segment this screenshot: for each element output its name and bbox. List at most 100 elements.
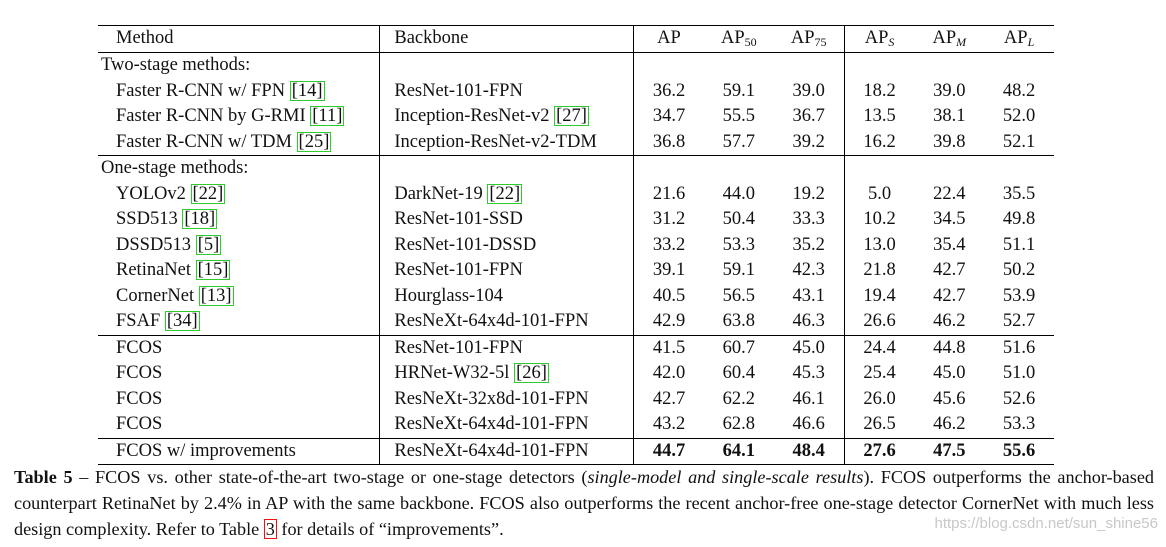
backbone-name: ResNet-101-SSD	[394, 209, 523, 229]
backbone-citation-link[interactable]: [27]	[554, 106, 589, 126]
backbone-cell: ResNet-101-FPN	[379, 334, 634, 361]
method-name: Faster R-CNN w/ FPN	[116, 80, 286, 101]
method-citation-link[interactable]: [14]	[289, 80, 325, 101]
table-cell-value: 33.3	[792, 209, 825, 229]
table-row: Faster R-CNN w/ TDM [25] Inception-ResNet…	[98, 129, 1054, 156]
table-cell-value: 57.7	[722, 131, 755, 152]
method-name: DSSD513	[116, 234, 192, 255]
method-citation-link[interactable]: [5]	[195, 234, 222, 255]
table-cell-value: 46.2	[933, 414, 966, 434]
group-header-row: Two-stage methods:	[98, 52, 1054, 79]
backbone-name: ResNet-101-FPN	[394, 80, 523, 101]
method-cell: Faster R-CNN by G-RMI [11]	[98, 104, 380, 130]
method-cell: CornerNet [13]	[98, 284, 380, 310]
method-name: FCOS	[116, 414, 163, 434]
table-cell-value: 13.5	[843, 104, 915, 130]
table-cell-value: 18.2	[843, 78, 915, 104]
backbone-cell: DarkNet-19 [22]	[379, 181, 634, 207]
backbone-citation-link[interactable]: [26]	[514, 363, 549, 383]
backbone-citation-link[interactable]: [22]	[487, 183, 523, 204]
method-citation-link[interactable]: [15]	[195, 260, 231, 280]
header-backbone: Backbone	[379, 25, 634, 53]
backbone-cell: ResNet-101-FPN	[379, 258, 634, 284]
table-cell-value: 35.2	[792, 234, 825, 255]
table-row: Faster R-CNN w/ FPN [14] ResNet-101-FPN 36…	[98, 78, 1054, 104]
table-cell-value: 42.9	[633, 309, 704, 335]
table-row: RetinaNet [15] ResNet-101-FPN 39.1 59.1 42.3…	[98, 258, 1054, 284]
table-cell-value: 35.5	[1002, 183, 1036, 204]
backbone-name: ResNeXt-64x4d-101-FPN	[394, 311, 589, 331]
table-cell-value: 34.5	[933, 209, 966, 229]
backbone-cell: ResNet-101-DSSD	[379, 232, 634, 258]
backbone-name: ResNeXt-32x8d-101-FPN	[394, 388, 589, 409]
table-row: FCOS HRNet-W32-5l [26] 42.0 60.4 45.3 25.4 45.…	[98, 361, 1054, 387]
table-cell-value: 10.2	[843, 207, 915, 233]
table-cell-value: 42.3	[792, 260, 825, 280]
header-aps: APS	[843, 25, 915, 53]
backbone-name: HRNet-W32-5l	[394, 363, 510, 383]
backbone-cell: ResNeXt-64x4d-101-FPN	[379, 309, 634, 335]
backbone-cell: ResNet-101-FPN	[379, 78, 634, 104]
backbone-name: ResNet-101-DSSD	[394, 234, 537, 255]
backbone-cell: ResNeXt-64x4d-101-FPN	[379, 412, 634, 438]
table-row: YOLOv2 [22] DarkNet-19 [22] 21.6 44.0 19.2 5.…	[98, 181, 1054, 207]
method-name: Faster R-CNN w/ TDM	[116, 131, 292, 152]
table-cell-value: 44.0	[722, 183, 755, 204]
table-cell-value: 51.1	[1002, 234, 1036, 255]
table-cell-value: 46.6	[792, 414, 825, 434]
empty-cell	[984, 155, 1054, 182]
table-cell-value: 64.1	[703, 437, 774, 465]
table-reference-link[interactable]: 3	[263, 519, 277, 539]
method-citation-link[interactable]: [18]	[182, 209, 218, 229]
table-row: FCOS ResNet-101-FPN 41.5 60.7 45.0 24.4 44.8 51…	[98, 334, 1054, 361]
table-cell-value: 5.0	[843, 181, 915, 207]
header-apl: APL	[984, 25, 1054, 53]
caption-text-2: ). FCOS outperforms the anchor-based cou…	[14, 467, 1154, 539]
table-cell-value: 45.0	[773, 334, 845, 361]
table-cell-value: 21.6	[633, 181, 704, 207]
method-citation-link[interactable]: [13]	[198, 285, 234, 306]
table-cell-value: 39.1	[633, 258, 704, 284]
table-cell-value: 26.5	[843, 412, 915, 438]
table-cell-value: 44.8	[914, 334, 985, 361]
empty-cell	[914, 155, 985, 182]
method-name: RetinaNet	[116, 260, 192, 280]
table-cell-value: 42.7	[633, 386, 704, 412]
method-citation-link[interactable]: [34]	[164, 311, 200, 331]
table-cell-value: 22.4	[933, 183, 966, 204]
table-cell-value: 35.4	[933, 234, 966, 255]
method-citation-link[interactable]: [22]	[190, 183, 226, 204]
backbone-name: Inception-ResNet-v2-TDM	[394, 131, 597, 152]
backbone-cell: ResNeXt-32x8d-101-FPN	[379, 386, 634, 412]
results-table-container: Method Backbone AP AP50 AP75 APS APM APL…	[98, 25, 1054, 465]
table-row: FCOS ResNeXt-64x4d-101-FPN 43.2 62.8 46.6 26.…	[98, 412, 1054, 438]
table-cell-value: 52.7	[1002, 311, 1036, 331]
table-cell-value: 50.2	[1002, 260, 1036, 280]
empty-cell	[914, 53, 984, 79]
table-cell-value: 45.6	[933, 388, 966, 409]
method-cell: FCOS	[98, 387, 380, 413]
table-cell-value: 63.8	[722, 311, 755, 331]
empty-cell	[773, 155, 845, 182]
table-cell-value: 45.3	[792, 363, 825, 383]
table-cell-value: 26.6	[843, 309, 915, 335]
table-cell-value: 46.3	[792, 311, 825, 331]
empty-cell	[379, 52, 634, 79]
method-citation-link[interactable]: [25]	[296, 131, 332, 152]
empty-cell	[984, 53, 1054, 79]
table-cell-value: 59.1	[722, 80, 755, 101]
table-row: CornerNet [13] Hourglass-104 40.5 56.5 43.1 1…	[98, 283, 1054, 310]
table-row: FCOS ResNeXt-32x8d-101-FPN 42.7 62.2 46.1 26.…	[98, 386, 1054, 413]
method-cell: FSAF [34]	[98, 309, 380, 335]
table-cell-value: 59.1	[722, 260, 755, 280]
table-cell-value: 53.3	[722, 234, 755, 255]
empty-cell	[379, 155, 634, 182]
table-cell-value: 26.0	[843, 386, 915, 412]
method-citation-link[interactable]: [11]	[310, 106, 345, 126]
method-name: SSD513	[116, 209, 178, 229]
backbone-cell: Inception-ResNet-v2 [27]	[379, 104, 634, 130]
method-cell: FCOS w/ improvements	[98, 437, 380, 465]
table-cell-value: 55.6	[984, 437, 1054, 465]
empty-cell	[633, 52, 704, 79]
backbone-name: Inception-ResNet-v2	[394, 106, 550, 126]
